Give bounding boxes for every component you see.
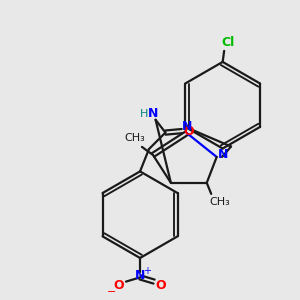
- Text: H: H: [140, 109, 148, 119]
- Text: N: N: [148, 107, 159, 120]
- Text: N: N: [182, 120, 192, 133]
- Text: O: O: [183, 124, 194, 138]
- Text: +: +: [142, 266, 151, 276]
- Text: N: N: [218, 148, 228, 161]
- Text: −: −: [106, 287, 116, 297]
- Text: CH₃: CH₃: [210, 197, 230, 207]
- Text: O: O: [156, 279, 166, 292]
- Text: O: O: [114, 279, 124, 292]
- Text: CH₃: CH₃: [125, 133, 146, 143]
- Text: N: N: [135, 269, 145, 282]
- Text: Cl: Cl: [221, 36, 234, 49]
